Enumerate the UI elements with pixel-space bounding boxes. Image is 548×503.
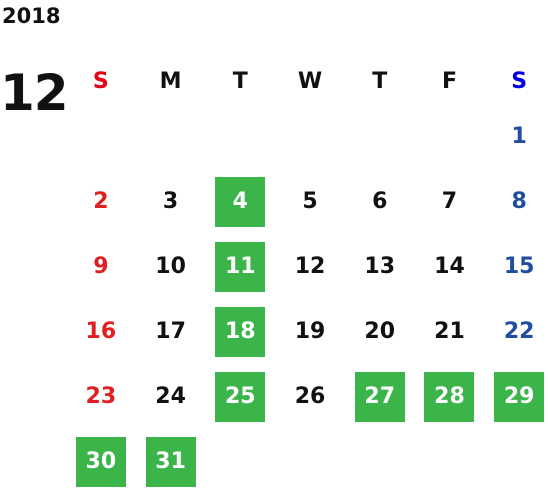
calendar-day: 24 <box>136 372 206 422</box>
calendar-day: 8 <box>484 177 548 227</box>
calendar-day: 21 <box>415 307 485 357</box>
calendar-year: 2018 <box>2 4 61 28</box>
calendar-month: 12 <box>0 64 69 122</box>
calendar-day: 6 <box>345 177 415 227</box>
calendar-day-highlighted: 31 <box>136 436 206 487</box>
calendar-day: 3 <box>136 177 206 227</box>
calendar-day-number: 10 <box>155 254 186 279</box>
weekday-sunday: S <box>92 68 109 94</box>
calendar-day-number: 22 <box>503 319 535 344</box>
calendar-day: 15 <box>484 242 548 292</box>
calendar-day-number: 5 <box>302 189 318 214</box>
weekday-monday: M <box>159 68 182 94</box>
calendar-day-number: 17 <box>155 319 186 344</box>
calendar-day: 20 <box>345 307 415 357</box>
calendar-day-highlighted: 11 <box>205 241 275 292</box>
calendar-day-number: 14 <box>434 254 465 279</box>
calendar-day: 22 <box>484 307 548 357</box>
calendar-day-highlighted: 30 <box>66 436 136 487</box>
calendar-day-number: 24 <box>155 384 186 409</box>
calendar-day: 9 <box>66 242 136 292</box>
calendar-weeks: 1 2 3 4 5 6 7 8 9 10 11 12 13 14 15 16 17 18 19 20 21 22 23 24 2… <box>66 104 548 494</box>
calendar-day: 23 <box>66 372 136 422</box>
calendar-week: 2 3 4 5 6 7 8 <box>66 169 548 234</box>
calendar-day-number: 15 <box>503 254 535 279</box>
calendar-day-number: 3 <box>162 189 179 214</box>
calendar-day: 10 <box>136 242 206 292</box>
calendar-day-number: 4 <box>215 176 266 227</box>
calendar-week: 9 10 11 12 13 14 15 <box>66 234 548 299</box>
calendar-day: 2 <box>66 177 136 227</box>
weekday-saturday: S <box>511 68 528 94</box>
calendar-day: 16 <box>66 307 136 357</box>
calendar-day-number: 20 <box>364 319 396 344</box>
calendar-day-highlighted: 28 <box>415 371 485 422</box>
calendar-day-number: 2 <box>93 189 109 214</box>
calendar-week: 16 17 18 19 20 21 22 <box>66 299 548 364</box>
calendar-day-highlighted: 18 <box>205 306 275 357</box>
calendar-day: 14 <box>415 242 485 292</box>
calendar-day: 1 <box>484 112 548 162</box>
calendar-grid: S M T W T F S 1 2 3 4 5 6 7 8 9 10 11 12 13 14 15 16 17 1… <box>66 58 548 494</box>
calendar-day-number: 16 <box>85 319 117 344</box>
calendar-day: 7 <box>415 177 485 227</box>
calendar-day-number: 26 <box>294 384 326 409</box>
calendar-day-number: 6 <box>372 189 388 214</box>
calendar-day-number: 29 <box>494 371 545 422</box>
calendar-day-number: 8 <box>511 189 527 214</box>
calendar-day-number: 25 <box>215 371 266 422</box>
calendar-day-number: 28 <box>424 371 475 422</box>
weekday-thursday: T <box>372 68 388 94</box>
calendar-day-number: 21 <box>434 319 465 344</box>
calendar-day: 19 <box>275 307 345 357</box>
calendar-week: 1 <box>66 104 548 169</box>
calendar-week: 23 24 25 26 27 28 29 <box>66 364 548 429</box>
calendar-day-number: 1 <box>511 124 527 149</box>
calendar-day: 26 <box>275 372 345 422</box>
calendar-day: 17 <box>136 307 206 357</box>
calendar-day-number: 18 <box>215 306 266 357</box>
calendar-day: 5 <box>275 177 345 227</box>
calendar-day-number: 11 <box>215 241 266 292</box>
weekday-wednesday: W <box>297 68 323 94</box>
calendar-day: 13 <box>345 242 415 292</box>
calendar-day-number: 13 <box>364 254 396 279</box>
calendar-week: 30 31 <box>66 429 548 494</box>
weekday-friday: F <box>441 68 457 94</box>
calendar-day-highlighted: 4 <box>205 176 275 227</box>
calendar-day-highlighted: 29 <box>484 371 548 422</box>
calendar-day-number: 7 <box>441 189 458 214</box>
calendar-day-number: 30 <box>75 436 126 487</box>
calendar-day-highlighted: 27 <box>345 371 415 422</box>
calendar-day-number: 23 <box>85 384 117 409</box>
calendar-day-highlighted: 25 <box>205 371 275 422</box>
calendar-day-number: 31 <box>145 436 196 487</box>
calendar-day-number: 27 <box>354 371 405 422</box>
calendar-day-number: 12 <box>294 254 326 279</box>
weekday-header: S M T W T F S <box>66 58 548 104</box>
weekday-tuesday: T <box>232 68 248 94</box>
calendar-day-number: 19 <box>294 319 326 344</box>
calendar-day-number: 9 <box>93 254 109 279</box>
calendar-day: 12 <box>275 242 345 292</box>
